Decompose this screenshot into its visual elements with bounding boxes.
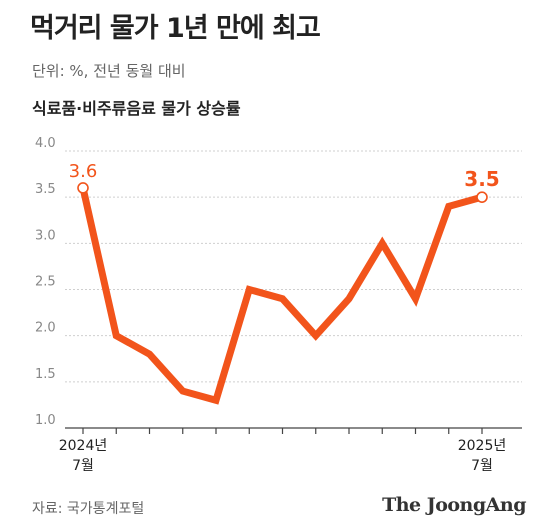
data-label-last: 3.5 bbox=[464, 167, 499, 191]
data-point-first bbox=[77, 182, 89, 194]
y-tick-label: 2.0 bbox=[35, 321, 56, 336]
y-tick-label: 2.5 bbox=[35, 275, 56, 290]
data-point-last bbox=[476, 191, 488, 203]
unit-label: 단위: %, 전년 동월 대비 bbox=[32, 62, 186, 80]
y-tick-label: 1.0 bbox=[35, 413, 56, 428]
brand-logo: The JoongAng bbox=[382, 494, 526, 516]
series-title: 식료품·비주류음료 물가 상승률 bbox=[32, 99, 241, 118]
y-tick-label: 1.5 bbox=[35, 367, 56, 382]
x-label-last: 2025년 7월 bbox=[458, 438, 507, 474]
data-label-first: 3.6 bbox=[69, 161, 98, 182]
source-note: 자료: 국가통계포털 bbox=[32, 501, 145, 517]
chart-title: 먹거리 물가 1년 만에 최고 bbox=[30, 13, 321, 44]
series-line bbox=[79, 187, 483, 405]
x-label-first: 2024년 7월 bbox=[59, 438, 108, 474]
y-tick-label: 4.0 bbox=[35, 136, 56, 151]
y-tick-label: 3.5 bbox=[35, 182, 56, 197]
y-tick-label: 3.0 bbox=[35, 228, 56, 243]
